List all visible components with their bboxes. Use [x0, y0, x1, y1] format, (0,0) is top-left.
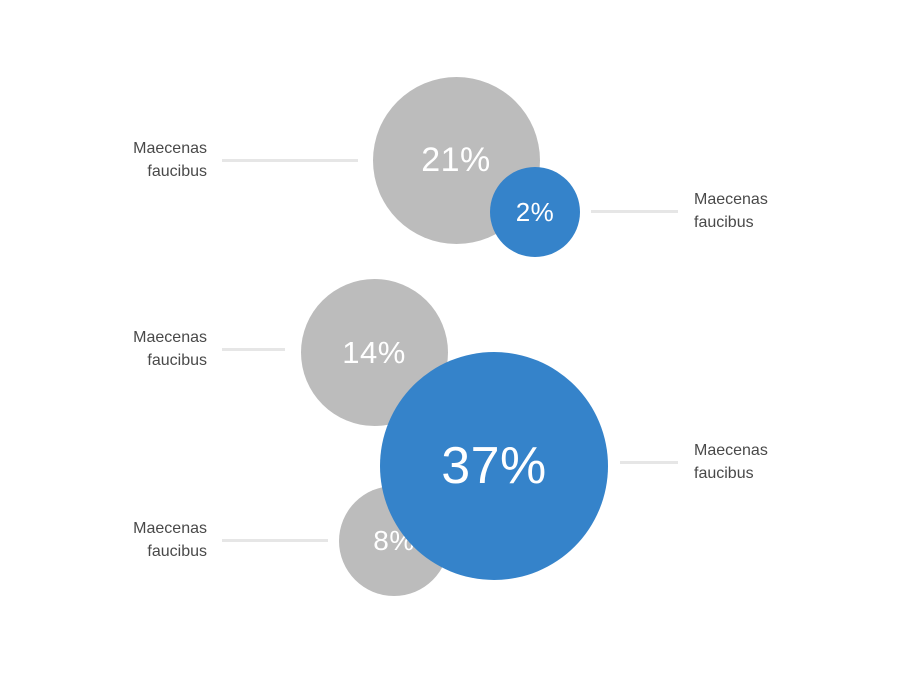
callout-label-line2: faucibus — [694, 465, 754, 483]
callout-label: Maecenas faucibus — [120, 517, 207, 563]
callout-2[interactable]: Maecenas faucibus — [591, 188, 768, 234]
callout-3[interactable]: Maecenas faucibus — [120, 326, 285, 372]
callout-5[interactable]: Maecenas faucibus — [120, 517, 328, 563]
bubble-value-label: 14% — [342, 334, 406, 370]
leader-line — [222, 538, 328, 542]
callout-label-line2: faucibus — [147, 543, 207, 561]
callout-1[interactable]: Maecenas faucibus — [120, 137, 358, 183]
callout-4[interactable]: Maecenas faucibus — [620, 439, 768, 485]
callout-label: Maecenas faucibus — [694, 439, 768, 485]
callout-label: Maecenas faucibus — [120, 326, 207, 372]
bubble-value-label: 21% — [421, 141, 491, 179]
callout-label-line2: faucibus — [147, 163, 207, 181]
leader-line — [591, 209, 678, 213]
leader-line — [222, 347, 285, 351]
bubble-2-percent[interactable]: 2% — [490, 167, 580, 257]
callout-label-line1: Maecenas — [133, 520, 207, 537]
bubble-value-label: 37% — [441, 437, 547, 495]
bubble-21-percent[interactable]: 21% — [372, 76, 540, 244]
bubble-value-label: 2% — [515, 197, 555, 227]
callout-label-line1: Maecenas — [694, 191, 768, 208]
callout-label: Maecenas faucibus — [694, 188, 768, 234]
callout-label-line2: faucibus — [147, 352, 207, 370]
callout-label-line1: Maecenas — [694, 442, 768, 459]
leader-line — [620, 460, 678, 464]
leader-line — [222, 158, 358, 162]
callout-label-line1: Maecenas — [133, 140, 207, 157]
callout-label-line1: Maecenas — [133, 329, 207, 346]
callout-label: Maecenas faucibus — [120, 137, 207, 183]
callout-label-line2: faucibus — [694, 214, 754, 232]
bubble-37-percent[interactable]: 37% — [380, 352, 608, 580]
